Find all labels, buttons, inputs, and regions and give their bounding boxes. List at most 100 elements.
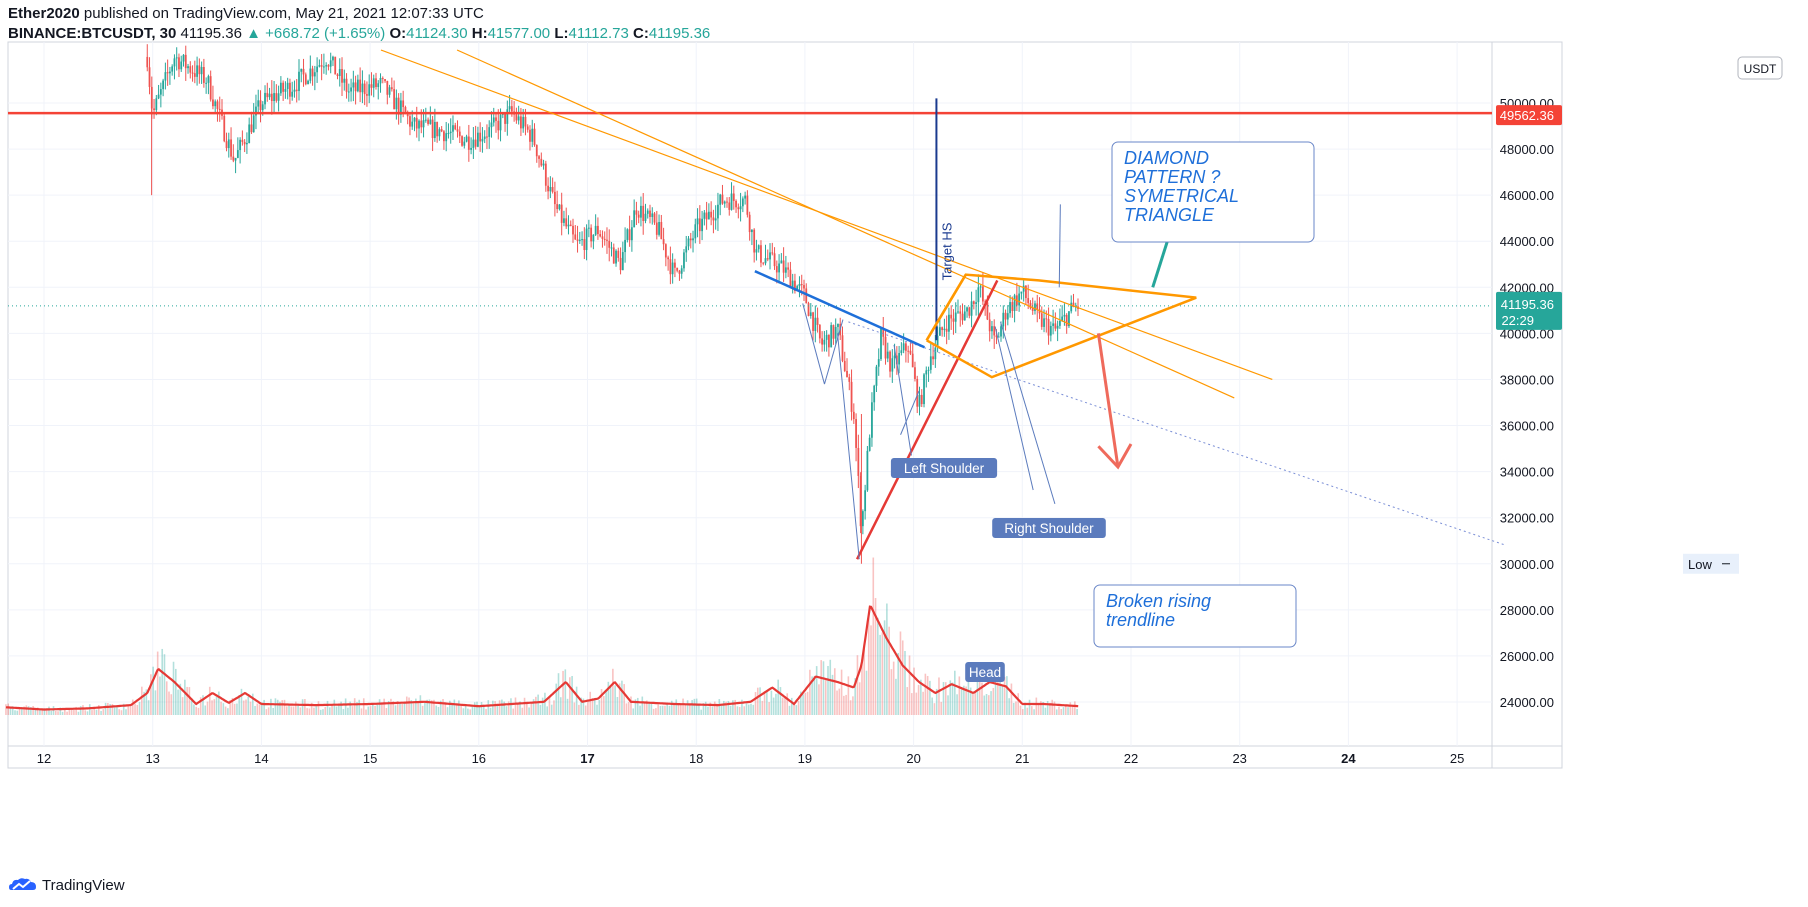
candle-body	[791, 280, 794, 289]
right-shoulder-pointer	[900, 390, 920, 435]
candle-body	[569, 224, 572, 226]
volume-ma-line	[5, 605, 1079, 711]
low-label: L:	[554, 25, 569, 42]
volume-bar	[963, 685, 965, 715]
candle-body	[438, 129, 441, 137]
volume-bar	[596, 704, 598, 715]
candle-body	[968, 307, 971, 316]
candle-body	[578, 239, 581, 241]
candle-body	[488, 127, 491, 137]
candle-body	[302, 68, 305, 75]
volume-bar	[951, 682, 954, 715]
diamond-callout-line: SYMETRICAL	[1124, 186, 1239, 206]
volume-bar	[261, 702, 263, 715]
volume-bar	[709, 702, 712, 715]
tradingview-footer[interactable]: TradingView	[8, 876, 125, 894]
volume-bar	[734, 699, 736, 715]
publish-date: published on TradingView.com, May 21, 20…	[83, 5, 484, 22]
volume-bar	[274, 698, 277, 715]
volume-bar	[453, 699, 456, 715]
candle-body	[837, 323, 839, 327]
volume-bar	[306, 708, 308, 715]
candle-body	[855, 419, 857, 448]
candle-body	[150, 86, 153, 109]
volume-bar	[188, 687, 191, 715]
volume-bar	[245, 699, 247, 715]
x-tick-label: 23	[1232, 751, 1246, 766]
volume-bar	[673, 704, 675, 715]
volume-bar	[949, 680, 952, 715]
candle-body	[492, 117, 495, 123]
volume-bar	[5, 704, 7, 715]
breakdown-down-arrow	[1096, 333, 1120, 468]
volume-bar	[924, 673, 927, 715]
volume-bar	[442, 699, 444, 715]
low-label: Low	[1688, 557, 1712, 572]
volume-bar	[344, 698, 347, 715]
broken-pointer	[1000, 321, 1056, 505]
volume-bar	[251, 693, 254, 715]
volume-bar	[503, 701, 505, 715]
volume-bar	[1053, 701, 1056, 715]
candle-body	[626, 229, 629, 240]
candle-body	[698, 218, 701, 232]
symbol-name[interactable]: BINANCE:BTCUSDT, 30	[8, 25, 177, 42]
volume-bar	[21, 707, 23, 715]
candle-body	[619, 257, 622, 271]
volume-bar	[174, 668, 177, 715]
volume-bar	[1024, 702, 1026, 715]
candle-body	[721, 194, 724, 204]
candle-body	[1036, 303, 1039, 310]
volume-bar	[987, 695, 990, 715]
candle-body	[941, 327, 944, 331]
volume-bar	[636, 697, 639, 715]
candle-body	[413, 117, 416, 122]
volume-bar	[865, 670, 868, 715]
candle-body	[766, 258, 769, 260]
candle-body	[424, 119, 427, 121]
author-name[interactable]: Ether2020	[8, 5, 80, 22]
volume-bar	[553, 700, 555, 715]
volume-bar	[281, 700, 284, 715]
volume-bar	[800, 691, 802, 715]
volume-bar	[888, 626, 890, 715]
candle-body	[452, 125, 454, 132]
volume-bar	[1040, 701, 1042, 715]
diamond-pointer	[1058, 204, 1061, 288]
candle-body	[200, 67, 203, 75]
candle-body	[388, 87, 391, 95]
volume-bar	[725, 701, 727, 715]
volume-bar	[109, 703, 111, 715]
candle-body	[1045, 318, 1048, 320]
volume-bar	[1074, 701, 1076, 715]
candle-body	[873, 385, 876, 403]
head-badge-bg	[965, 662, 1005, 682]
candle-body	[730, 193, 733, 210]
volume-bar	[874, 598, 877, 715]
candle-body	[923, 374, 925, 405]
candle-body	[918, 394, 921, 407]
volume-bar	[935, 688, 938, 715]
volume-bar	[231, 697, 234, 715]
low-marker: Low	[1683, 553, 1739, 574]
candle-body	[456, 129, 459, 132]
volume-bar	[944, 682, 947, 715]
volume-bar	[836, 690, 838, 715]
candle-body	[683, 252, 685, 269]
volume-bar	[743, 706, 746, 715]
candle-body	[486, 136, 488, 138]
candle-body	[617, 250, 620, 258]
candle-body	[474, 139, 477, 147]
candle-body	[472, 139, 475, 148]
candle-body	[515, 114, 518, 121]
volume-bar	[392, 701, 394, 715]
candle-body	[542, 163, 545, 166]
volume-bar	[840, 669, 843, 715]
volume-bar	[204, 705, 207, 715]
volume-bar	[458, 700, 460, 715]
candle-body	[717, 204, 719, 219]
volume-bar	[960, 689, 963, 715]
candle-body	[1018, 293, 1021, 306]
